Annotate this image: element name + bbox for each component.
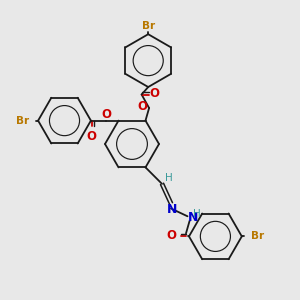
Text: O: O [166, 229, 176, 242]
Text: O: O [149, 87, 159, 100]
Text: N: N [167, 203, 177, 217]
Text: O: O [101, 107, 112, 121]
Text: Br: Br [251, 231, 264, 242]
Text: N: N [188, 211, 198, 224]
Text: O: O [137, 100, 148, 113]
Text: O: O [86, 130, 97, 143]
Text: H: H [193, 209, 201, 219]
Text: Br: Br [16, 116, 29, 126]
Text: H: H [165, 173, 172, 184]
Text: Br: Br [142, 21, 155, 31]
